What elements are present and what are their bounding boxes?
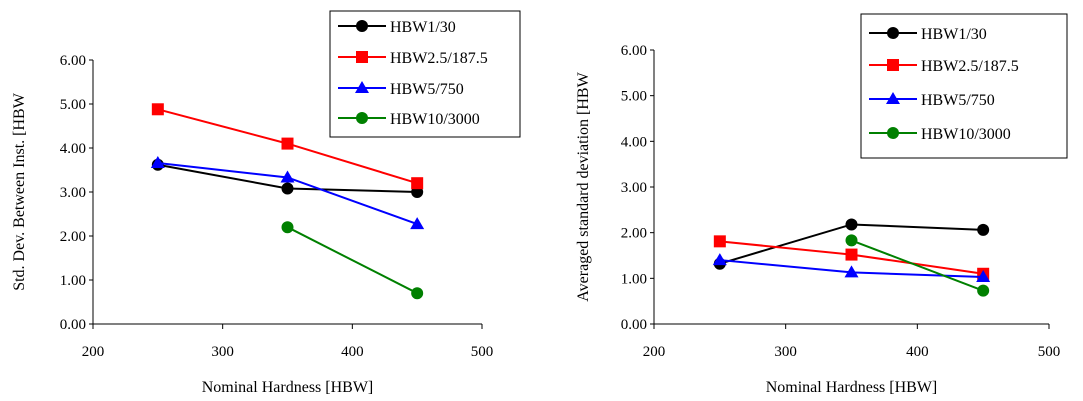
data-point	[976, 269, 991, 282]
legend-marker	[355, 81, 369, 93]
y-tick-label: 5.00	[60, 97, 86, 113]
legend: HBW1/30 HBW2.5/187.5 HBW5/750 HBW10/3000	[329, 10, 521, 138]
legend-marker	[356, 51, 368, 63]
data-point	[151, 103, 164, 116]
y-axis-title: Averaged standard deviation [HBW	[575, 71, 592, 301]
y-tick-label: 6.00	[621, 43, 647, 59]
data-point	[845, 248, 858, 261]
y-tick-label: 2.00	[621, 226, 647, 242]
y-tick-label: 3.00	[621, 180, 647, 196]
y-tick-label: 1.00	[621, 271, 647, 287]
data-point	[844, 265, 859, 278]
y-tick-label: 0.00	[621, 317, 647, 333]
data-point	[281, 221, 294, 234]
legend-label: HBW1/30	[390, 19, 456, 36]
legend-label: HBW1/30	[921, 26, 987, 43]
data-point	[150, 155, 165, 168]
y-tick-label: 1.00	[60, 273, 86, 289]
legend-marker	[356, 112, 368, 124]
data-point	[713, 235, 726, 248]
legend-label: HBW5/750	[921, 92, 995, 109]
data-point	[712, 253, 727, 266]
y-tick-label: 2.00	[60, 229, 86, 245]
data-point	[281, 137, 294, 150]
y-tick-label: 5.00	[621, 89, 647, 105]
legend: HBW1/30 HBW2.5/187.5 HBW5/750 HBW10/3000	[860, 13, 1068, 159]
data-point	[845, 218, 858, 231]
series-4	[845, 234, 990, 297]
series-line	[851, 239, 984, 292]
y-tick-label: 0.00	[60, 317, 86, 333]
x-axis-title: Nominal Hardness [HBW]	[766, 379, 938, 396]
legend-label: HBW5/750	[390, 81, 464, 98]
chart-2: 0.00 1.00 2.00 3.00 4.00 5.00 6.00 200 300 400 500…	[575, 13, 1068, 396]
data-point	[977, 284, 990, 297]
legend-label: HBW2.5/187.5	[921, 58, 1019, 75]
legend-label: HBW2.5/187.5	[390, 50, 488, 67]
data-point	[845, 234, 858, 247]
series-1	[713, 218, 990, 270]
legend-marker	[887, 27, 899, 39]
y-tick-label: 4.00	[60, 141, 86, 157]
series-3	[150, 155, 425, 230]
x-tick-label: 500	[471, 344, 494, 360]
chart-1: 0.00 1.00 2.00 3.00 4.00 5.00 6.00 200 300 400 500…	[11, 10, 521, 396]
data-point	[410, 217, 425, 230]
data-point	[281, 182, 294, 195]
x-tick-label: 300	[211, 344, 234, 360]
legend-marker	[887, 59, 899, 71]
legend-marker	[887, 127, 899, 139]
y-axis-title: Std. Dev. Between Inst. [HBW	[11, 92, 28, 290]
y-tick-label: 3.00	[60, 185, 86, 201]
data-point	[411, 287, 424, 300]
y-tick-label: 4.00	[621, 134, 647, 150]
x-tick-label: 300	[774, 344, 797, 360]
x-tick-label: 200	[82, 344, 105, 360]
x-tick-label: 400	[906, 344, 929, 360]
data-point	[280, 170, 295, 183]
x-tick-label: 400	[341, 344, 364, 360]
legend-marker	[886, 92, 900, 104]
y-tick-label: 6.00	[60, 53, 86, 69]
series-line	[287, 226, 418, 295]
legend-marker	[356, 20, 368, 32]
legend-label: HBW10/3000	[390, 111, 480, 128]
x-tick-label: 500	[1038, 344, 1061, 360]
series-4	[281, 221, 424, 300]
series-2	[151, 103, 424, 190]
legend-label: HBW10/3000	[921, 126, 1011, 143]
x-axis-title: Nominal Hardness [HBW]	[202, 379, 374, 396]
data-point	[411, 177, 424, 190]
x-tick-label: 200	[643, 344, 666, 360]
data-point	[977, 223, 990, 236]
series-3	[712, 253, 991, 282]
